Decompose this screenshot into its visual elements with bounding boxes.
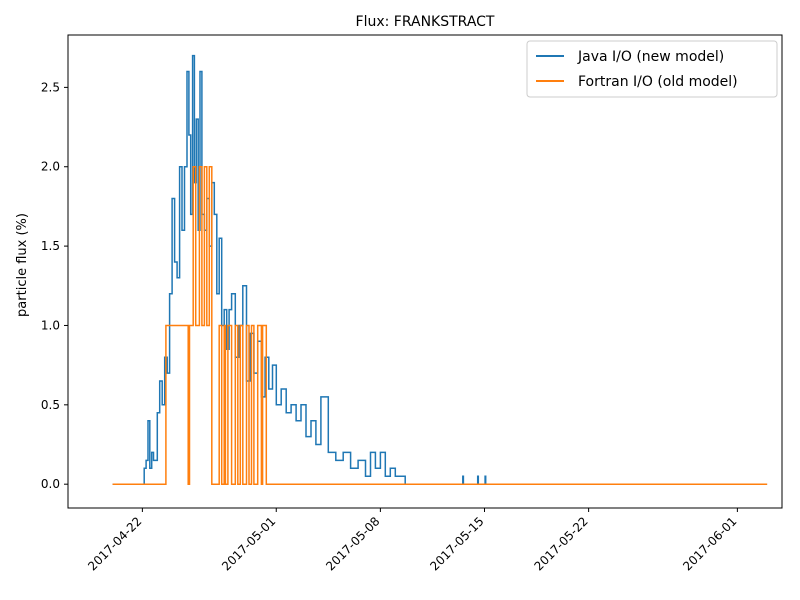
y-tick-label: 1.0 (41, 318, 60, 332)
y-tick-label: 0.5 (41, 398, 60, 412)
y-tick-label: 0.0 (41, 477, 60, 491)
legend-label-java: Java I/O (new model) (577, 49, 724, 65)
legend-box (526, 40, 778, 98)
y-axis: 0.0 0.5 1.0 1.5 2.0 2.5 (41, 80, 68, 491)
x-tick-label: 2017-06-01 (680, 514, 739, 573)
x-tick-label: 2017-05-22 (532, 514, 591, 573)
series-line-java (112, 54, 768, 485)
chart-title: Flux: FRANKSTRACT (356, 14, 495, 30)
x-axis: 2017-04-22 2017-05-01 2017-05-08 2017-05-15… (85, 508, 739, 573)
x-tick-label: 2017-04-22 (85, 514, 144, 573)
x-tick-label: 2017-05-01 (219, 514, 278, 573)
y-tick-label: 2.0 (41, 160, 60, 174)
legend: Java I/O (new model) Fortran I/O (old mo… (526, 40, 778, 98)
x-tick-label: 2017-05-15 (427, 514, 486, 573)
x-tick-label: 2017-05-08 (323, 514, 382, 573)
y-axis-title: particle flux (%) (15, 213, 30, 317)
series-line-fortran (112, 165, 768, 485)
y-tick-label: 2.5 (41, 80, 60, 94)
plot-frame (67, 34, 783, 509)
legend-label-fortran: Fortran I/O (old model) (578, 74, 738, 90)
plot-area (112, 54, 768, 485)
y-tick-label: 1.5 (41, 239, 60, 253)
